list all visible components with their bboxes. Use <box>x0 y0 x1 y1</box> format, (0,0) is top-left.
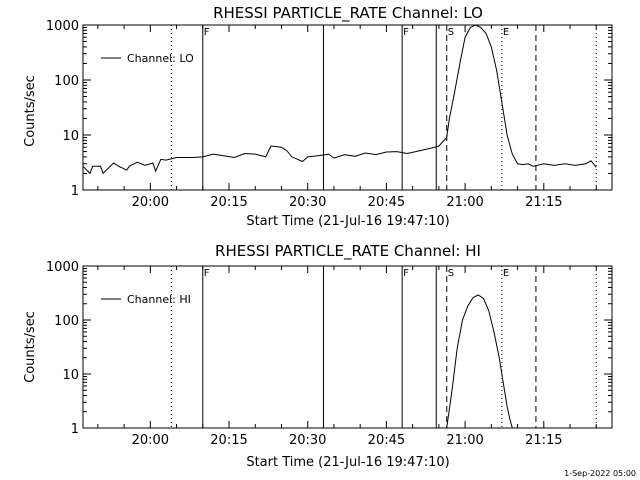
y-tick-label: 10 <box>62 368 79 383</box>
x-tick-label: 20:15 <box>210 195 247 210</box>
plot-frame <box>82 265 613 429</box>
x-tick-label: 21:15 <box>525 433 562 448</box>
x-axis-label: Start Time (21-Jul-16 19:47:10) <box>246 214 449 229</box>
x-axis-label: Start Time (21-Jul-16 19:47:10) <box>246 455 449 470</box>
y-axis-label: Counts/sec <box>23 311 38 383</box>
event-marker-label: F <box>403 27 409 38</box>
chart-title: RHESSI PARTICLE_RATE Channel: LO <box>213 4 483 23</box>
series-line-0 <box>82 24 597 175</box>
plot-area: 20:00 20:15 20:30 20:45 21:00 21:15 1 10 100 1000… <box>46 19 613 210</box>
event-marker-label: F <box>403 268 409 279</box>
y-tick-label: 100 <box>54 314 79 329</box>
chart-panel-lo: RHESSI PARTICLE_RATE Channel: LO Counts/… <box>23 4 613 229</box>
plot-frame <box>82 24 613 191</box>
x-tick-label: 21:00 <box>446 433 483 448</box>
series-line-0 <box>446 294 513 429</box>
footer-timestamp: 1-Sep-2022 05:00 <box>564 469 636 478</box>
x-tick-label: 20:45 <box>368 433 405 448</box>
plot-area: 20:00 20:15 20:30 20:45 21:00 21:15 1 10 100 1000… <box>46 260 613 448</box>
x-tick-label: 20:00 <box>132 195 169 210</box>
event-marker-label: S <box>448 268 454 279</box>
chart-panel-hi: RHESSI PARTICLE_RATE Channel: HI Counts/… <box>23 242 613 470</box>
x-tick-label: 20:00 <box>132 433 169 448</box>
chart-title: RHESSI PARTICLE_RATE Channel: HI <box>215 242 481 261</box>
x-tick-label: 20:30 <box>289 433 326 448</box>
x-tick-label: 20:45 <box>368 195 405 210</box>
legend-label: Channel: LO <box>127 52 194 65</box>
event-marker-label: E <box>503 268 509 279</box>
y-tick-label: 1000 <box>46 19 79 34</box>
y-tick-label: 100 <box>54 74 79 89</box>
y-tick-label: 1 <box>71 184 79 199</box>
legend-label: Channel: HI <box>127 293 191 306</box>
y-tick-label: 1000 <box>46 260 79 275</box>
event-marker-label: F <box>204 268 210 279</box>
y-tick-label: 1 <box>71 422 79 437</box>
x-tick-label: 21:15 <box>525 195 562 210</box>
y-axis-label: Counts/sec <box>23 75 38 147</box>
x-tick-label: 20:15 <box>210 433 247 448</box>
y-tick-label: 10 <box>62 129 79 144</box>
event-marker-label: F <box>204 27 210 38</box>
x-tick-label: 21:00 <box>446 195 483 210</box>
event-marker-label: E <box>503 27 509 38</box>
x-tick-label: 20:30 <box>289 195 326 210</box>
event-marker-label: S <box>448 27 454 38</box>
